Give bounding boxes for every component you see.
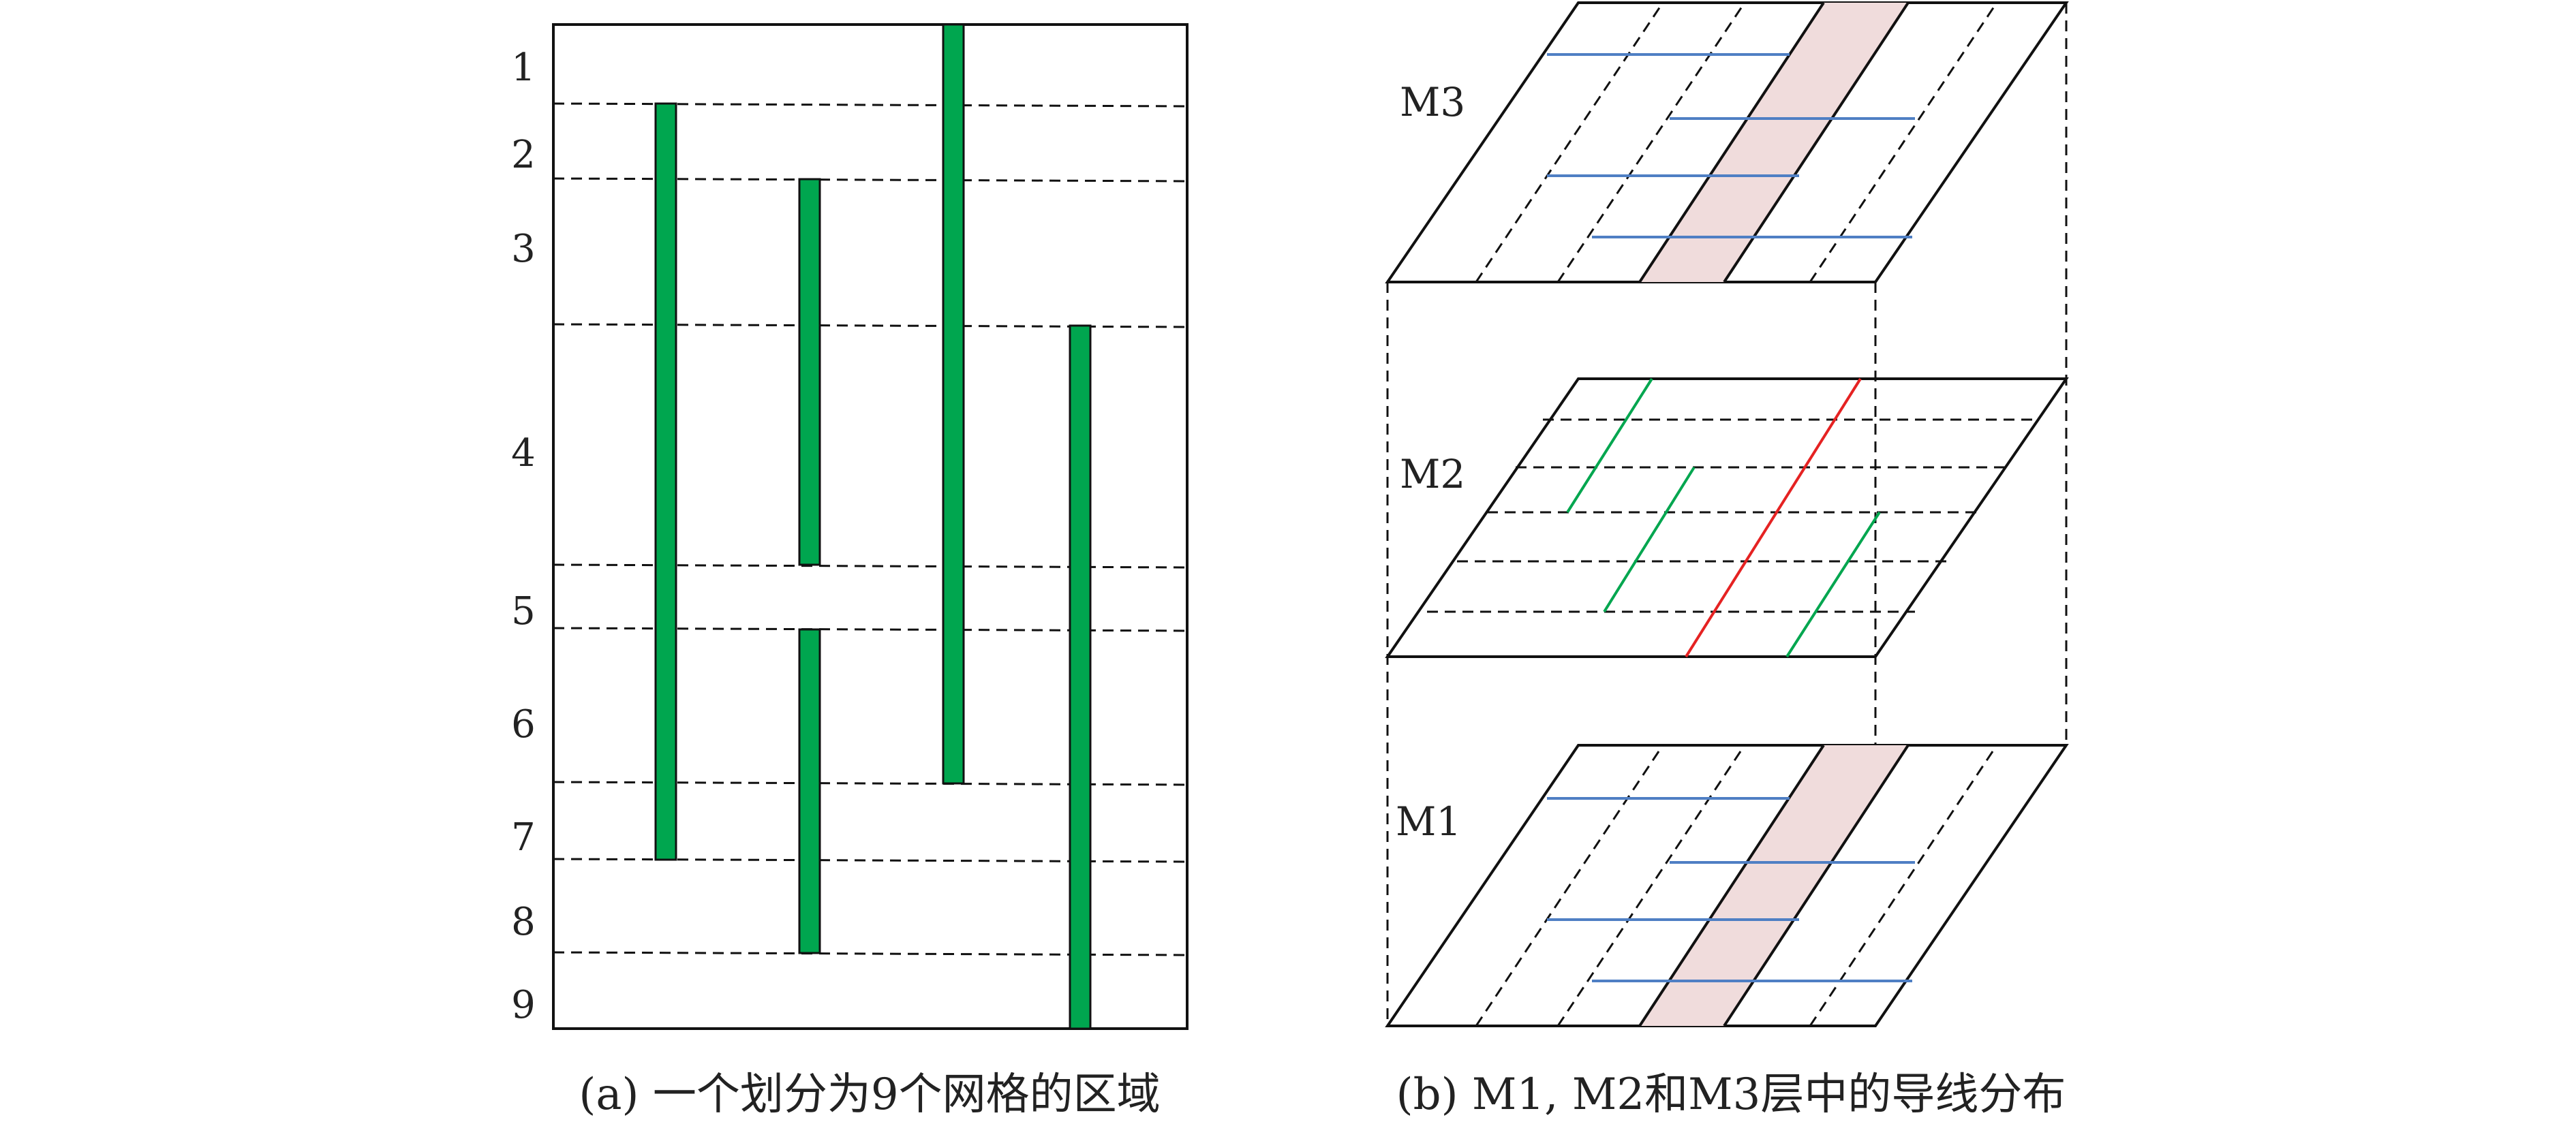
grid-line <box>553 563 1188 569</box>
green-wire <box>654 102 677 861</box>
panel-a-grid-region: 1 2 3 4 5 6 7 8 9 (a) 一个划分为9个网格的区域 <box>511 23 1189 1120</box>
track-line-solid <box>1723 744 1910 1027</box>
grid-line <box>553 858 1188 863</box>
grid-line <box>553 323 1188 328</box>
track-line-solid <box>1723 1 1910 283</box>
track-line-solid <box>1638 744 1825 1027</box>
grid-dashed-lines <box>553 102 1188 956</box>
row-label-4: 4 <box>511 431 536 475</box>
panel-b-layers: M3 M2 <box>1385 1 2069 1120</box>
red-wire <box>1685 377 1862 658</box>
grid-line <box>553 951 1188 956</box>
layer-m3: M3 <box>1385 1 2069 283</box>
row-label-1: 1 <box>511 46 536 90</box>
row-label-8: 8 <box>511 900 536 944</box>
grid-border <box>552 23 1189 1030</box>
track-line <box>1809 745 1998 1027</box>
green-wire <box>798 628 821 954</box>
caption-a: (a) 一个划分为9个网格的区域 <box>579 1070 1160 1120</box>
row-label-5: 5 <box>511 589 536 634</box>
green-wire <box>1785 511 1881 658</box>
green-wire <box>1566 377 1653 514</box>
layer-m1-label: M1 <box>1396 798 1461 845</box>
row-label-9: 9 <box>511 983 536 1027</box>
row-label-3: 3 <box>511 227 536 271</box>
row-labels: 1 2 3 4 5 6 7 8 9 <box>511 46 536 1027</box>
track-line <box>1475 745 1664 1027</box>
row-label-7: 7 <box>511 815 536 860</box>
grid-line <box>553 177 1188 183</box>
green-wire <box>798 178 821 566</box>
green-wire <box>1603 466 1696 613</box>
grid-line <box>553 627 1188 632</box>
layer-m2-label: M2 <box>1400 451 1465 497</box>
row-label-2: 2 <box>511 133 536 177</box>
track-line <box>1557 2 1746 283</box>
track-line-solid <box>1638 1 1825 283</box>
layer-m3-highlight-band <box>1640 3 1908 282</box>
layer-m1: M1 <box>1385 744 2069 1027</box>
row-label-6: 6 <box>511 702 536 747</box>
grid-line <box>553 102 1188 108</box>
green-wires <box>654 23 1092 1030</box>
layer-m2: M2 <box>1385 377 2069 658</box>
layer-m1-highlight-band <box>1640 745 1908 1026</box>
layer-m3-label: M3 <box>1400 79 1465 125</box>
layer-m2-plane <box>1385 377 2069 658</box>
track-line <box>1809 2 1998 283</box>
green-wire <box>1069 324 1092 1030</box>
green-wire <box>942 23 965 785</box>
grid-line <box>553 781 1188 786</box>
track-line <box>1475 2 1664 283</box>
track-line <box>1557 745 1746 1027</box>
caption-b: (b) M1, M2和M3层中的导线分布 <box>1396 1070 2066 1120</box>
